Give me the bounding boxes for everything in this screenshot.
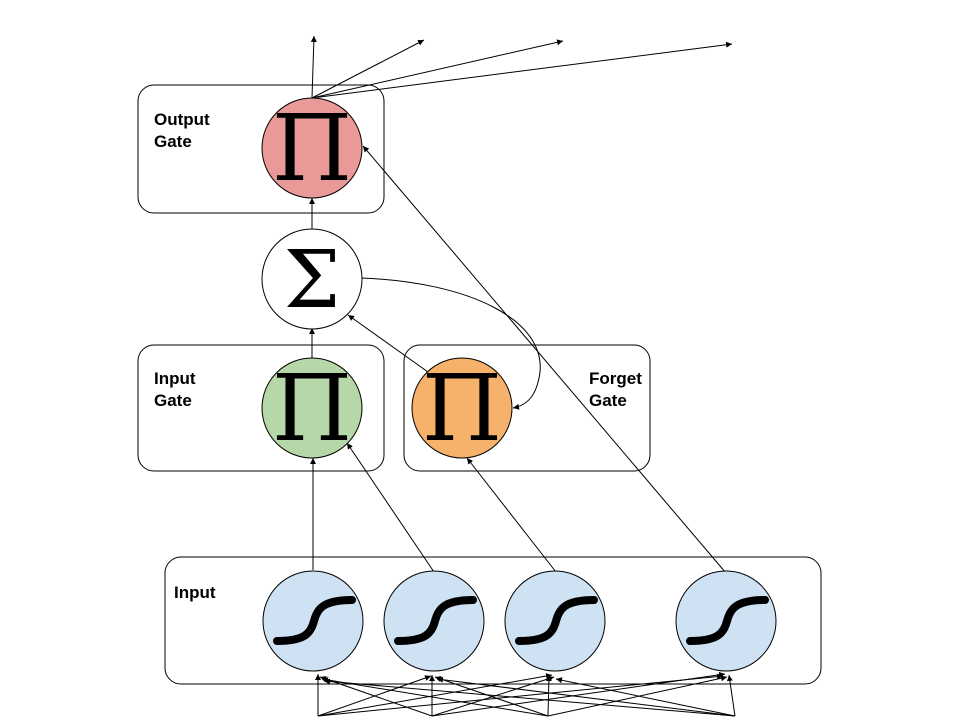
product-icon: Π bbox=[272, 95, 352, 202]
sum-icon: Σ bbox=[284, 233, 341, 326]
forget-product-node: Π bbox=[411, 355, 513, 462]
product-icon: Π bbox=[272, 355, 352, 462]
forget-product-circle bbox=[411, 357, 513, 459]
sum-circle bbox=[261, 228, 363, 330]
unit2-to-input-product-edge bbox=[346, 442, 435, 573]
fanin-c4 bbox=[547, 675, 728, 717]
input-unit-2 bbox=[383, 570, 485, 672]
sum-node: Σ bbox=[261, 228, 363, 330]
fanin-b4 bbox=[431, 671, 726, 717]
fanin-c2 bbox=[434, 676, 549, 717]
input-layer-label: Input bbox=[174, 583, 216, 602]
forget-to-sum-edge bbox=[347, 314, 429, 373]
sum-to-forget-curve bbox=[360, 277, 541, 410]
unit4-to-output-product-edge bbox=[362, 145, 727, 574]
fanin-c1 bbox=[321, 677, 549, 717]
forget-gate-label: Forget Gate bbox=[589, 369, 647, 410]
input-gate-label: Input Gate bbox=[154, 369, 200, 410]
fanin-d2 bbox=[436, 676, 736, 717]
edges bbox=[309, 35, 736, 717]
input-unit-1 bbox=[262, 570, 364, 672]
sigmoid-icon bbox=[686, 596, 769, 645]
sigmoid-icon bbox=[394, 596, 477, 645]
fanin-a4 bbox=[317, 673, 724, 717]
output-product-circle bbox=[261, 97, 363, 199]
fanin-a3 bbox=[317, 673, 553, 717]
fanin-b1 bbox=[319, 676, 433, 717]
input-product-circle bbox=[261, 357, 363, 459]
input-unit-4 bbox=[675, 570, 777, 672]
output-edge-2 bbox=[311, 39, 425, 99]
sigmoid-icon bbox=[273, 596, 356, 645]
output-edge-1 bbox=[310, 35, 317, 99]
product-icon: Π bbox=[422, 355, 502, 462]
output-edge-3 bbox=[311, 39, 564, 99]
output-edge-4 bbox=[311, 41, 733, 99]
fanin-d3 bbox=[555, 677, 736, 717]
unit3-to-forget-product-edge bbox=[466, 457, 557, 573]
fanin-d4 bbox=[726, 674, 736, 717]
input-product-node: Π bbox=[261, 355, 363, 462]
output-product-node: Π bbox=[261, 95, 363, 202]
output-gate-label: Output Gate bbox=[154, 110, 214, 151]
fanin-d1 bbox=[323, 678, 736, 717]
input-unit-3 bbox=[504, 570, 606, 672]
fanin-c3 bbox=[545, 674, 552, 717]
sigmoid-icon bbox=[515, 596, 598, 645]
